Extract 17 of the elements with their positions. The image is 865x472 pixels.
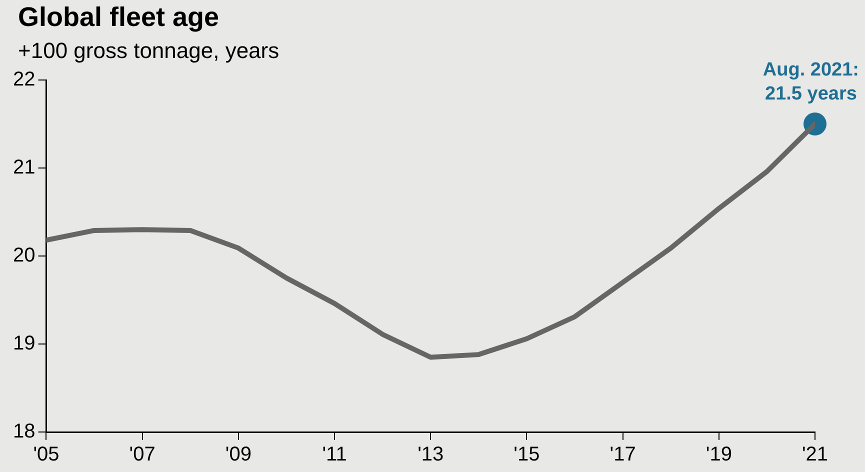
y-tick-label: 21 <box>12 156 36 179</box>
x-tick-label: '21 <box>802 444 828 466</box>
y-tick-label: 19 <box>12 332 36 355</box>
y-tick-label: 18 <box>12 420 36 443</box>
x-tick-label: '11 <box>322 444 347 466</box>
chart-subtitle: +100 gross tonnage, years <box>18 38 280 64</box>
x-tick-label: '07 <box>129 444 156 466</box>
x-tick-label: '19 <box>706 444 732 466</box>
annotation: Aug. 2021: 21.5 years <box>762 60 860 105</box>
x-tick-label: '17 <box>610 444 636 466</box>
chart-title: Global fleet age <box>18 2 220 33</box>
x-tick-label: '05 <box>33 444 60 466</box>
y-tick-label: 20 <box>12 244 36 267</box>
x-tick-label: '09 <box>225 444 252 466</box>
x-tick-label: '15 <box>514 444 540 466</box>
y-tick-label: 22 <box>12 68 36 91</box>
x-tick-label: '13 <box>418 444 444 466</box>
